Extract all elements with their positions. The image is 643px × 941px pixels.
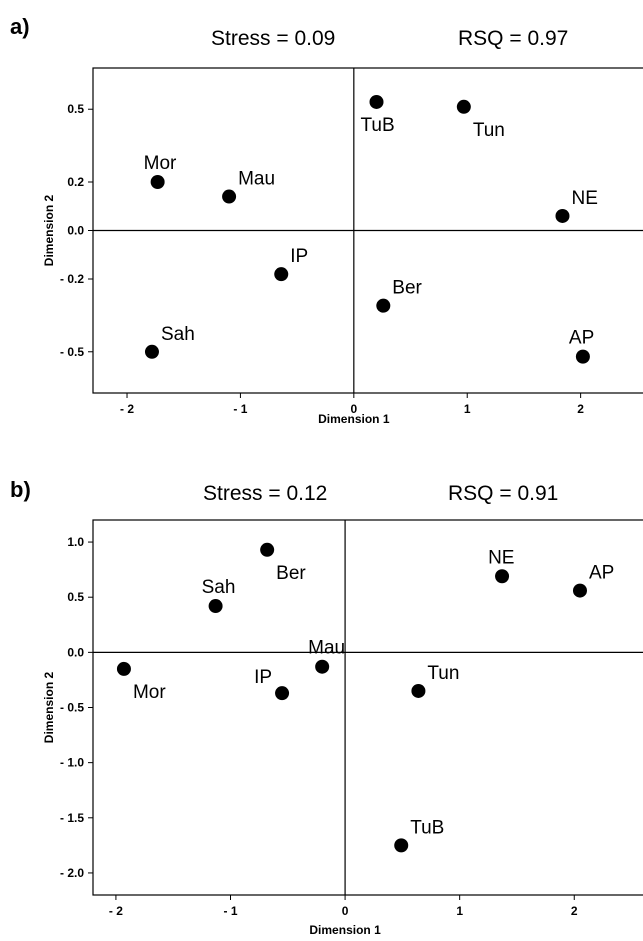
data-point-ne-a (555, 208, 570, 223)
y-tick-label-a: 0.5 (67, 102, 84, 116)
data-point-mau-a (222, 189, 237, 204)
point-label-ber-a: Ber (392, 278, 422, 299)
point-label-ip-b: IP (254, 667, 272, 688)
rsq-value-a: RSQ = 0.97 (458, 27, 568, 50)
y-tick-label-b: 0.5 (67, 590, 84, 604)
x-tick-label-a: 0 (350, 402, 357, 416)
point-label-ip-a: IP (290, 246, 308, 267)
data-point-sah-a (144, 344, 159, 359)
x-tick-label-a: 2 (577, 402, 584, 416)
data-point-ap-b (572, 583, 587, 598)
data-point-ip-a (274, 267, 289, 282)
data-point-ber-b (260, 542, 275, 557)
data-point-tun-b (411, 683, 426, 698)
rsq-value-b: RSQ = 0.91 (448, 482, 558, 505)
point-label-tub-b: TuB (410, 817, 444, 838)
x-tick-label-b: - 2 (109, 904, 123, 918)
point-label-tub-a: TuB (361, 115, 395, 136)
point-label-ap-a: AP (569, 328, 594, 349)
y-axis-title-b: Dimension 2 (42, 672, 56, 744)
point-label-tun-a: Tun (473, 120, 505, 141)
stress-value-a: Stress = 0.09 (211, 27, 335, 50)
point-label-sah-b: Sah (202, 577, 236, 598)
panel-label-b: b) (10, 477, 31, 502)
data-point-mau-b (315, 659, 330, 674)
y-tick-label-a: - 0.2 (60, 272, 84, 286)
data-point-ip-b (275, 686, 290, 701)
point-label-mau-b: Mau (308, 638, 345, 659)
panel-b: b) Stress = 0.12 RSQ = 0.91 - 2 - 1 0 1 2 1.0 0.5… (0, 470, 643, 940)
x-axis-title-a: Dimension 1 (318, 412, 390, 426)
point-label-mau-a: Mau (238, 169, 275, 190)
x-tick-label-b: 1 (456, 904, 463, 918)
x-tick-label-a: - 1 (233, 402, 247, 416)
y-tick-label-b: - 0.5 (60, 701, 84, 715)
scatter-plot-b: b) Stress = 0.12 RSQ = 0.91 - 2 - 1 0 1 2 1.0 0.5… (10, 477, 643, 937)
y-tick-label-b: - 2.0 (60, 866, 84, 880)
point-label-sah-a: Sah (161, 324, 195, 345)
point-label-mor-b: Mor (133, 682, 166, 703)
data-point-mor-b (116, 661, 131, 676)
y-tick-label-b: 1.0 (67, 535, 84, 549)
data-point-ne-b (495, 569, 510, 584)
stress-value-b: Stress = 0.12 (203, 482, 327, 505)
data-point-tub-b (394, 838, 409, 853)
point-label-ber-b: Ber (276, 563, 306, 584)
scatter-plot-a: a) Stress = 0.09 RSQ = 0.97 - 2 - 1 0 1 2 0.5 0.2… (10, 14, 643, 426)
data-point-tun-a (456, 99, 471, 114)
y-tick-label-b: 0.0 (67, 645, 84, 659)
x-axis-title-b: Dimension 1 (309, 923, 381, 937)
y-axis-title-a: Dimension 2 (42, 195, 56, 267)
data-point-ap-a (575, 349, 590, 364)
point-label-ap-b: AP (589, 563, 614, 584)
x-tick-label-b: 2 (571, 904, 578, 918)
point-label-tun-b: Tun (427, 663, 459, 684)
plot-frame-b (92, 519, 643, 896)
data-point-ber-a (376, 298, 391, 313)
y-tick-label-a: - 0.5 (60, 345, 84, 359)
y-tick-label-a: 0.2 (67, 175, 84, 189)
y-tick-label-a: 0.0 (67, 224, 84, 238)
x-tick-label-b: - 1 (223, 904, 237, 918)
panel-label-a: a) (10, 14, 30, 39)
point-label-ne-a: NE (571, 188, 597, 209)
x-tick-label-a: 1 (464, 402, 471, 416)
y-tick-label-b: - 1.5 (60, 811, 84, 825)
y-tick-label-b: - 1.0 (60, 756, 84, 770)
x-tick-label-a: - 2 (120, 402, 134, 416)
panel-a: a) Stress = 0.09 RSQ = 0.97 - 2 - 1 0 1 2 0.5 0.2… (0, 0, 643, 470)
x-tick-label-b: 0 (342, 904, 349, 918)
data-point-tub-a (369, 94, 384, 109)
data-point-mor-a (150, 174, 165, 189)
point-label-mor-a: Mor (144, 153, 177, 174)
data-point-sah-b (208, 599, 223, 614)
point-label-ne-b: NE (488, 547, 514, 568)
